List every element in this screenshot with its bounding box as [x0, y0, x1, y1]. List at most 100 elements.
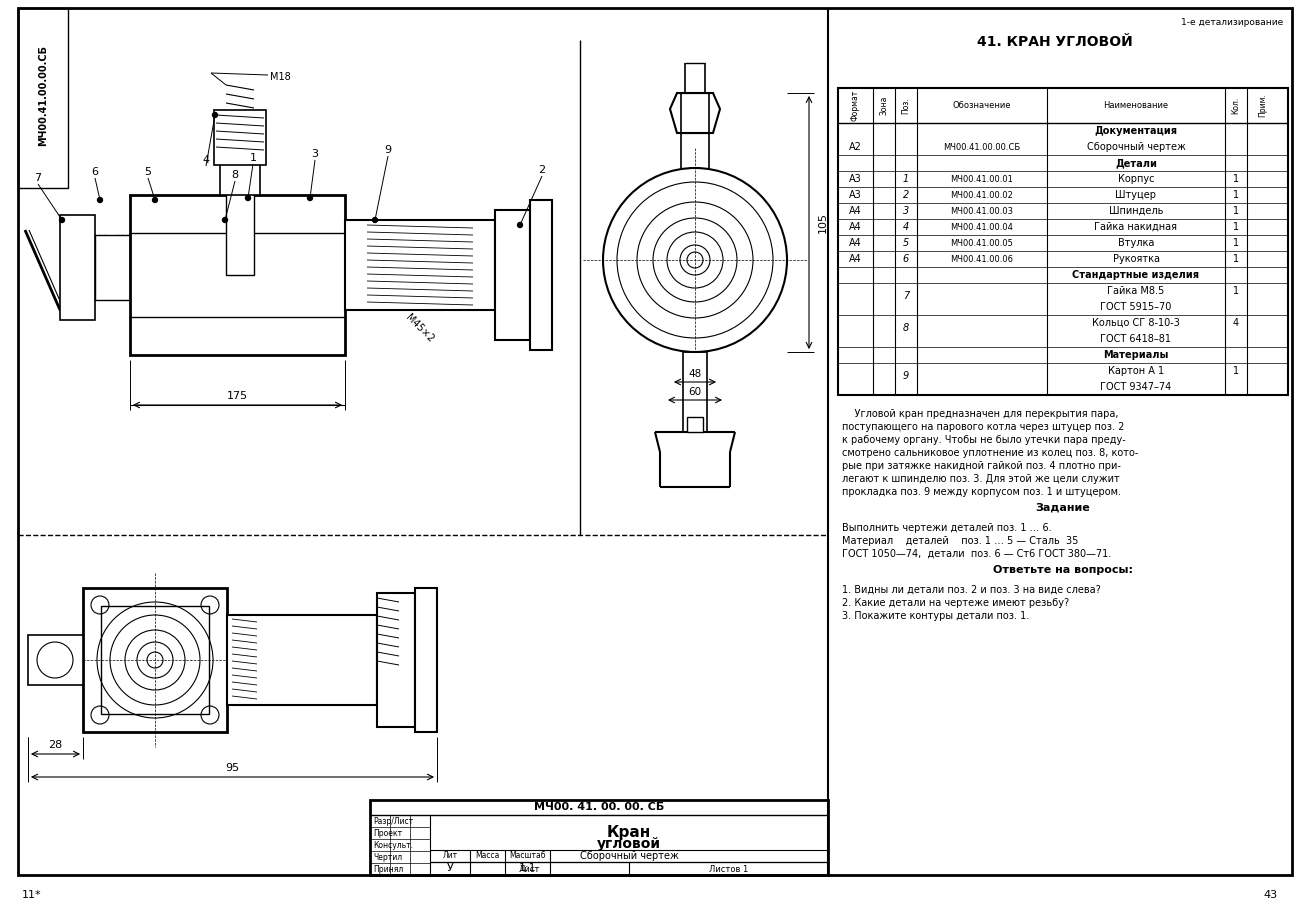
Circle shape [212, 112, 217, 118]
Text: 1: 1 [1232, 206, 1239, 216]
Text: 6: 6 [91, 167, 99, 177]
Text: Кольцо СГ 8-10-3: Кольцо СГ 8-10-3 [1092, 318, 1180, 328]
Text: Проект: Проект [373, 829, 402, 837]
Text: к рабочему органу. Чтобы не было утечки пара преду-: к рабочему органу. Чтобы не было утечки … [842, 435, 1126, 445]
Text: Обозначение: Обозначение [953, 101, 1011, 110]
Text: 43: 43 [1264, 890, 1278, 900]
Text: Задание: Задание [1036, 503, 1091, 513]
Bar [214, 110, 266, 165]
Text: 1: 1 [1232, 286, 1239, 296]
Bar [227, 615, 377, 705]
Text: МЧ00.41.00.05: МЧ00.41.00.05 [950, 239, 1014, 247]
Bar [686, 417, 703, 432]
Text: 175: 175 [227, 391, 248, 401]
Text: Документация: Документация [1095, 126, 1178, 136]
Text: смотрено сальниковое уплотнение из колец поз. 8, кото-: смотрено сальниковое уплотнение из колец… [842, 448, 1139, 458]
Text: Поз.: Поз. [901, 97, 910, 114]
Bar [83, 588, 228, 732]
Bar [101, 606, 209, 714]
Bar [495, 210, 530, 340]
Text: 1: 1 [1232, 238, 1239, 248]
Bar [838, 88, 1288, 395]
Text: МЧ00.41.00.00.СБ: МЧ00.41.00.00.СБ [944, 142, 1020, 152]
Text: 3. Покажите контуры детали поз. 1.: 3. Покажите контуры детали поз. 1. [842, 611, 1030, 621]
Text: 4: 4 [203, 155, 209, 165]
Text: 28: 28 [48, 740, 62, 750]
Circle shape [246, 196, 251, 200]
Text: 9: 9 [385, 145, 391, 155]
Text: 1: 1 [1232, 190, 1239, 200]
Text: 7: 7 [903, 290, 909, 301]
Text: Гайка М8.5: Гайка М8.5 [1108, 286, 1165, 296]
Bar [130, 195, 344, 355]
Text: Сборочный чертеж: Сборочный чертеж [580, 851, 679, 861]
Text: 48: 48 [689, 369, 702, 379]
Text: Зона: Зона [880, 96, 888, 115]
Bar [530, 200, 552, 350]
Bar [29, 635, 83, 685]
Text: ГОСТ 6418–81: ГОСТ 6418–81 [1101, 334, 1171, 344]
Bar [344, 220, 495, 310]
Text: М45×2: М45×2 [404, 312, 436, 344]
Text: МЧ00.41.00.03: МЧ00.41.00.03 [950, 207, 1014, 215]
Circle shape [98, 198, 103, 202]
Bar [60, 215, 95, 320]
Text: ГОСТ 9347–74: ГОСТ 9347–74 [1100, 382, 1171, 392]
Text: Кран: Кран [607, 824, 651, 839]
Bar [370, 800, 828, 875]
Text: Прим.: Прим. [1258, 94, 1267, 118]
Text: МЧ00.41.00.00.СБ: МЧ00.41.00.00.СБ [38, 44, 48, 145]
Bar [682, 352, 707, 432]
Text: Материал    деталей    поз. 1 … 5 — Сталь  35: Материал деталей поз. 1 … 5 — Сталь 35 [842, 536, 1079, 546]
Text: 1: 1 [903, 174, 909, 184]
Text: Лит: Лит [442, 850, 458, 859]
Text: Принял: Принял [373, 865, 403, 873]
Text: А4: А4 [849, 254, 862, 264]
Bar [18, 8, 68, 188]
Text: Формат: Формат [852, 90, 861, 121]
Text: рые при затяжке накидной гайкой поз. 4 плотно при-: рые при затяжке накидной гайкой поз. 4 п… [842, 461, 1121, 471]
Text: ГОСТ 1050—74,  детали  поз. 6 — Ст6 ГОСТ 380—71.: ГОСТ 1050—74, детали поз. 6 — Ст6 ГОСТ 3… [842, 549, 1112, 559]
Bar [415, 588, 437, 732]
Circle shape [222, 218, 227, 222]
Text: Втулка: Втулка [1118, 238, 1154, 248]
Circle shape [308, 196, 312, 200]
Text: МЧ00.41.00.01: МЧ00.41.00.01 [950, 175, 1014, 184]
Text: 11*: 11* [22, 890, 42, 900]
Text: А3: А3 [849, 174, 862, 184]
Text: угловой: угловой [597, 837, 660, 851]
Text: ГОСТ 5915–70: ГОСТ 5915–70 [1100, 302, 1171, 312]
Text: 3: 3 [312, 149, 318, 159]
Text: 3: 3 [903, 206, 909, 216]
Text: 2: 2 [538, 165, 546, 175]
Text: 41. КРАН УГЛОВОЙ: 41. КРАН УГЛОВОЙ [978, 35, 1132, 49]
Text: Материалы: Материалы [1104, 350, 1169, 360]
Text: Шпиндель: Шпиндель [1109, 206, 1164, 216]
Text: 9: 9 [903, 370, 909, 380]
Text: Консульт.: Консульт. [373, 841, 413, 849]
Text: У: У [447, 863, 454, 873]
Text: Выполнить чертежи деталей поз. 1 … 6.: Выполнить чертежи деталей поз. 1 … 6. [842, 523, 1052, 533]
Text: Корпус: Корпус [1118, 174, 1154, 184]
Text: Наименование: Наименование [1104, 101, 1169, 110]
Text: Картон А 1: Картон А 1 [1108, 366, 1164, 376]
Text: Масса: Масса [476, 850, 499, 859]
Text: Разр/Лист: Разр/Лист [373, 816, 413, 825]
Text: А3: А3 [849, 190, 862, 200]
Text: Масштаб: Масштаб [510, 850, 546, 859]
Text: прокладка поз. 9 между корпусом поз. 1 и штуцером.: прокладка поз. 9 между корпусом поз. 1 и… [842, 487, 1121, 497]
Circle shape [60, 218, 65, 222]
Circle shape [373, 218, 377, 222]
Text: 7: 7 [34, 173, 42, 183]
Text: 6: 6 [903, 254, 909, 264]
Bar [226, 148, 254, 275]
Text: А2: А2 [849, 142, 862, 152]
Text: Штуцер: Штуцер [1115, 190, 1157, 200]
Text: МЧ00.41.00.06: МЧ00.41.00.06 [950, 255, 1014, 264]
Text: 8: 8 [231, 170, 239, 180]
Text: А4: А4 [849, 222, 862, 232]
Text: А4: А4 [849, 238, 862, 248]
Text: 95: 95 [225, 763, 239, 773]
Text: 5: 5 [144, 167, 152, 177]
Text: 60: 60 [689, 387, 702, 397]
